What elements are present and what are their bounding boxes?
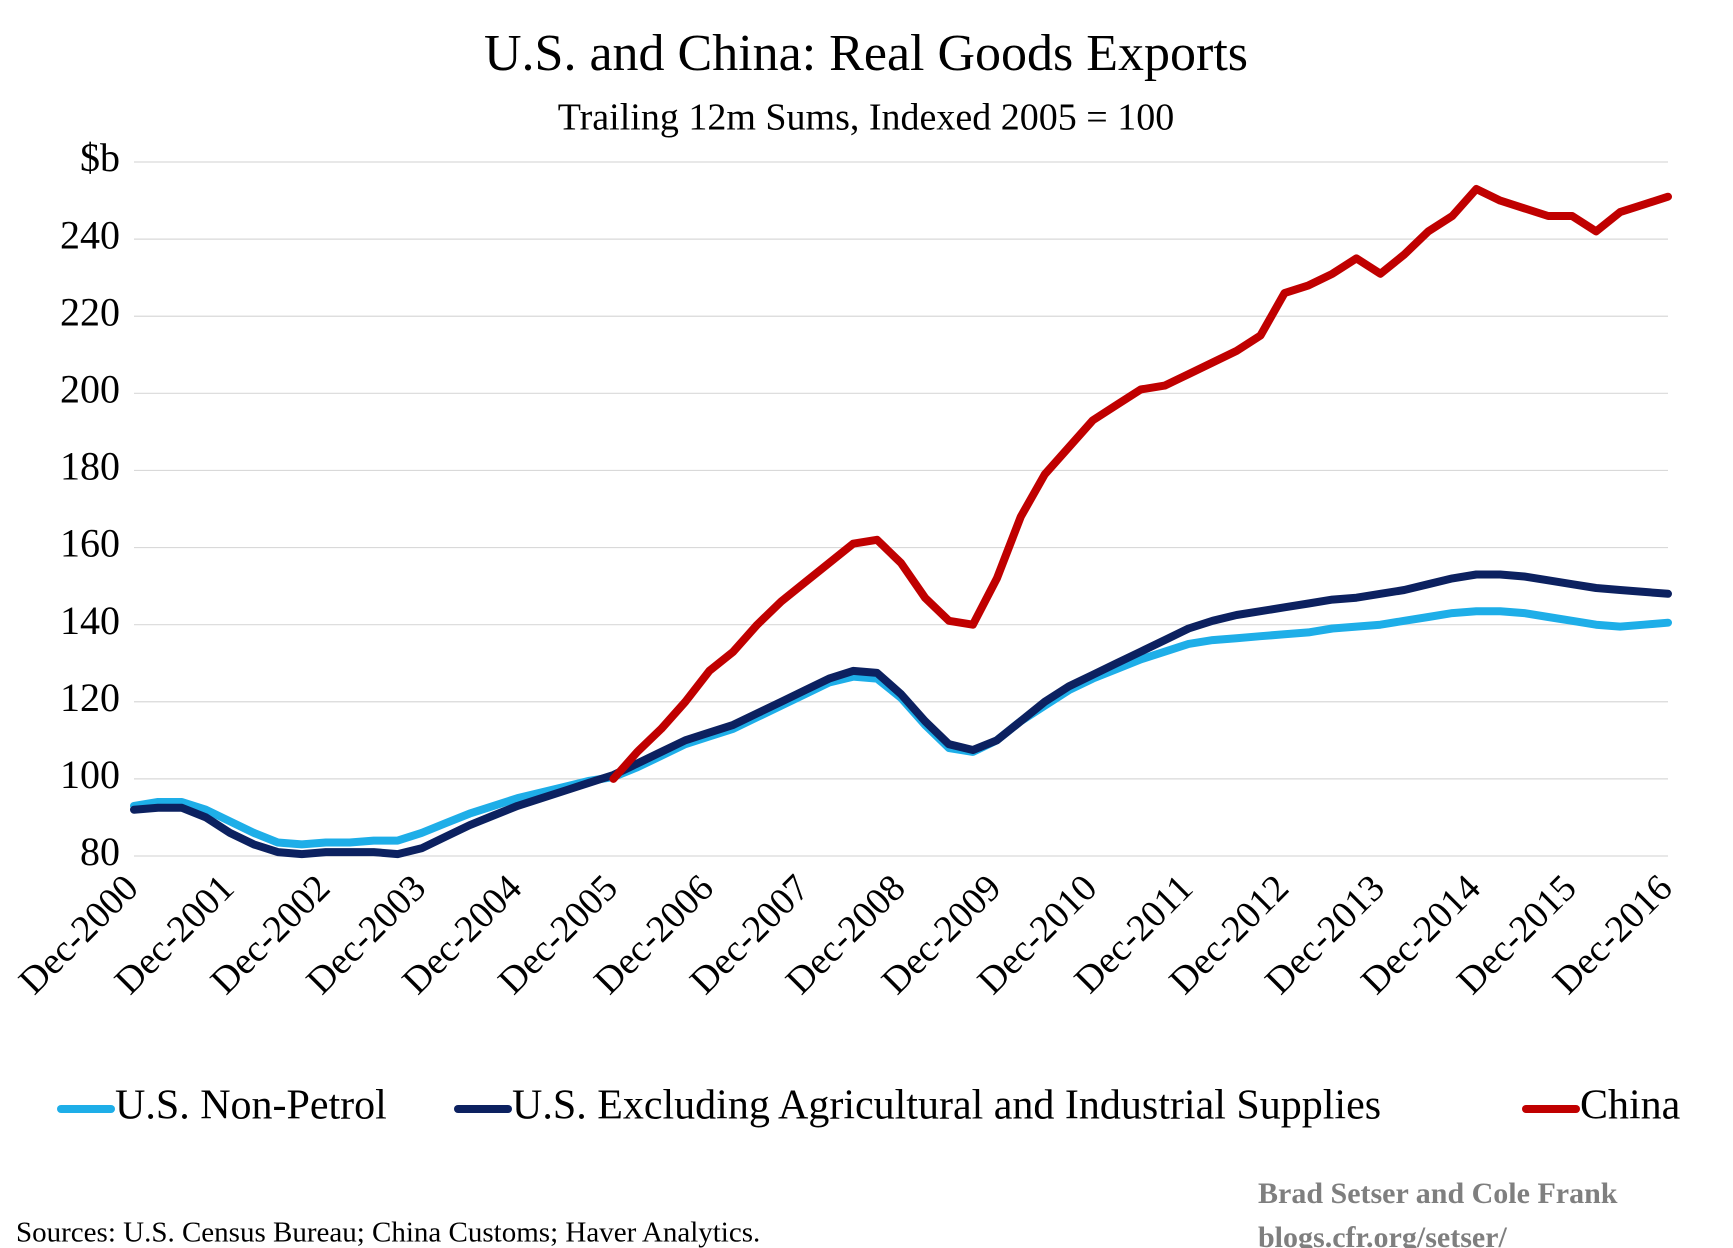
series-line	[130, 570, 1672, 859]
series-line	[130, 607, 1672, 849]
legend-label: U.S. Non-Petrol	[115, 1083, 387, 1129]
y-tick-label: $b	[80, 135, 120, 180]
source-note: Sources: U.S. Census Bureau; China Custo…	[16, 1217, 760, 1248]
legend-label: China	[1580, 1083, 1681, 1129]
y-tick-label: 220	[60, 289, 120, 334]
y-tick-label: 180	[60, 444, 120, 489]
y-tick-label: 120	[60, 675, 120, 720]
y-tick-label: 100	[60, 752, 120, 797]
series-line	[609, 185, 1672, 783]
chart-subtitle: Trailing 12m Sums, Indexed 2005 = 100	[558, 97, 1174, 139]
credit: Brad Setser and Cole Frank	[1258, 1177, 1618, 1210]
credit: blogs.cfr.org/setser/	[1258, 1221, 1507, 1248]
y-tick-label: 80	[80, 829, 120, 874]
chart-title: U.S. and China: Real Goods Exports	[484, 25, 1248, 82]
y-tick-label: 240	[60, 212, 120, 257]
y-tick-label: 200	[60, 367, 120, 412]
y-tick-label: 160	[60, 521, 120, 566]
y-tick-label: 140	[60, 598, 120, 643]
legend-label: U.S. Excluding Agricultural and Industri…	[512, 1083, 1381, 1129]
